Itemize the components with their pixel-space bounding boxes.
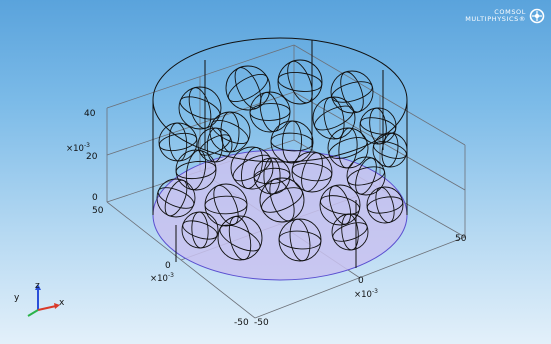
sphere-outline[interactable]	[156, 178, 196, 218]
sphere-equator	[332, 222, 368, 242]
z-tick-0: 0	[92, 193, 98, 203]
sphere-equator	[219, 224, 261, 252]
sphere-meridian	[164, 179, 188, 217]
sphere-meridian	[269, 178, 295, 222]
sphere-meridian	[259, 91, 281, 133]
sphere-equator	[182, 220, 218, 240]
sphere-equator	[331, 81, 373, 103]
x-scale-exp: -3	[371, 288, 378, 295]
sphere-outline[interactable]	[259, 177, 305, 223]
sphere-outline[interactable]	[330, 70, 374, 114]
sphere-outline[interactable]	[312, 96, 356, 140]
sphere-meridian	[191, 211, 209, 249]
sphere-outline[interactable]	[217, 215, 263, 261]
sphere-equator	[328, 137, 368, 159]
z-axis-scale: ×10-3	[66, 142, 90, 154]
sphere-outline[interactable]	[178, 86, 222, 130]
sphere-meridian	[213, 184, 239, 226]
sphere-outline[interactable]	[319, 184, 361, 226]
sphere-equator	[227, 73, 269, 103]
y-scale-exp: -3	[167, 272, 174, 279]
sphere-meridian	[188, 87, 212, 129]
z-tick-40: 40	[84, 109, 96, 119]
sphere-outline[interactable]	[366, 186, 404, 224]
sphere-equator	[204, 195, 248, 215]
sphere-outline[interactable]	[225, 65, 271, 111]
triad-y-label: y	[14, 293, 20, 303]
sphere-meridian	[381, 132, 399, 168]
sphere-meridian	[168, 122, 188, 162]
axis-triad-icon	[27, 284, 60, 317]
sphere-equator	[179, 96, 221, 120]
sphere-meridian	[338, 127, 358, 169]
sphere-outline[interactable]	[277, 59, 323, 105]
sphere-equator	[270, 132, 314, 152]
y-tick-neg50: -50	[234, 318, 249, 328]
sphere-outline[interactable]	[372, 132, 408, 168]
sphere-equator	[347, 166, 385, 186]
sphere-outline[interactable]	[249, 91, 291, 133]
x-tick-0: 0	[358, 276, 364, 286]
sphere-equator	[319, 195, 361, 215]
sphere-meridian	[234, 67, 262, 109]
sphere-meridian	[369, 107, 387, 145]
sphere-meridian	[206, 127, 224, 163]
brand-line-2: MULTIPHYSICS	[465, 15, 519, 23]
x-scale-base: ×10	[354, 289, 372, 300]
sphere-meridian	[375, 187, 395, 223]
sphere-meridian	[263, 157, 281, 195]
sphere-equator	[314, 105, 354, 131]
comsol-mark-icon	[529, 8, 545, 24]
z-scale-exp: -3	[83, 142, 90, 149]
sphere-equator	[199, 134, 231, 156]
y-scale-base: ×10	[150, 273, 168, 284]
sphere-wireframes[interactable]	[155, 58, 408, 262]
sphere-equator	[249, 103, 291, 121]
y-axis-scale: ×10-3	[150, 272, 174, 284]
brand-line-1: COMSOL	[494, 8, 526, 16]
sphere-equator	[253, 167, 291, 185]
sphere-meridian	[323, 96, 345, 140]
sphere-equator	[366, 196, 404, 214]
x-axis-scale: ×10-3	[354, 288, 378, 300]
x-tick-50: 50	[455, 234, 467, 244]
sphere-equator	[158, 132, 198, 152]
sphere-meridian	[340, 71, 364, 113]
y-tick-0: 0	[165, 261, 171, 271]
triad-x-label: x	[59, 298, 65, 308]
y-tick-50: 50	[92, 206, 104, 216]
sphere-meridian	[228, 215, 252, 261]
sphere-equator	[291, 162, 333, 182]
sphere-equator	[277, 72, 323, 92]
sphere-equator	[157, 187, 195, 209]
sphere-outline[interactable]	[158, 122, 198, 162]
sphere-outline[interactable]	[346, 156, 386, 196]
x-tick-neg50: -50	[254, 318, 269, 328]
sphere-equator	[211, 119, 249, 145]
triad-z-label: z	[35, 281, 40, 291]
sphere-meridian	[301, 152, 323, 192]
z-tick-20: 20	[86, 152, 98, 162]
sphere-meridian	[328, 185, 352, 225]
sphere-meridian	[289, 218, 311, 262]
sphere-outline[interactable]	[291, 151, 333, 193]
sphere-meridian	[220, 111, 240, 153]
sphere-equator	[373, 141, 407, 159]
sphere-meridian	[282, 120, 302, 164]
sphere-equator	[261, 187, 303, 213]
comsol-logo: COMSOL MULTIPHYSICS®	[465, 8, 545, 24]
sphere-equator	[278, 230, 322, 250]
sphere-meridian	[355, 157, 377, 195]
z-scale-base: ×10	[66, 143, 84, 154]
sphere-equator	[175, 160, 217, 180]
sphere-equator	[359, 117, 397, 135]
sphere-meridian	[287, 60, 313, 104]
sphere-meridian	[341, 213, 359, 251]
brand-registered: ®	[518, 15, 526, 23]
